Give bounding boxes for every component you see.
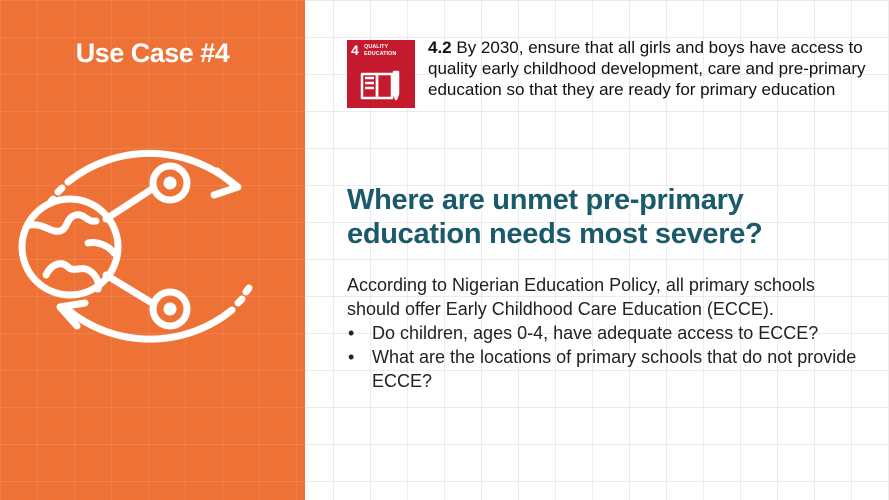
- sdg-number: 4: [351, 42, 359, 58]
- bullet-glyph: •: [348, 323, 355, 343]
- bullet-text: Do children, ages 0-4, have adequate acc…: [372, 323, 819, 343]
- globe-cycle-icon: [18, 149, 253, 343]
- sdg-target-text: 4.2 By 2030, ensure that all girls and b…: [428, 37, 868, 100]
- main-question: Where are unmet pre-primary education ne…: [347, 184, 763, 250]
- bullet-text: What are the locations of primary school…: [372, 347, 857, 391]
- sdg-badge: 4 QUALITY EDUCATION: [347, 40, 415, 108]
- sdg-label: QUALITY EDUCATION: [364, 44, 397, 57]
- bullet-list: • Do children, ages 0-4, have adequate ac…: [347, 321, 867, 393]
- bullet-glyph: •: [348, 347, 355, 367]
- list-item: • What are the locations of primary schoo…: [347, 345, 867, 393]
- list-item: • Do children, ages 0-4, have adequate ac…: [347, 321, 867, 345]
- left-panel: Use Case #4: [0, 0, 305, 500]
- target-code: 4.2: [428, 38, 452, 57]
- use-case-title: Use Case #4: [75, 38, 230, 68]
- target-description: By 2030, ensure that all girls and boys …: [428, 38, 866, 99]
- body-text: According to Nigerian Education Policy, …: [347, 273, 867, 393]
- book-pencil-icon: [360, 70, 400, 101]
- body-intro: According to Nigerian Education Policy, …: [347, 275, 815, 319]
